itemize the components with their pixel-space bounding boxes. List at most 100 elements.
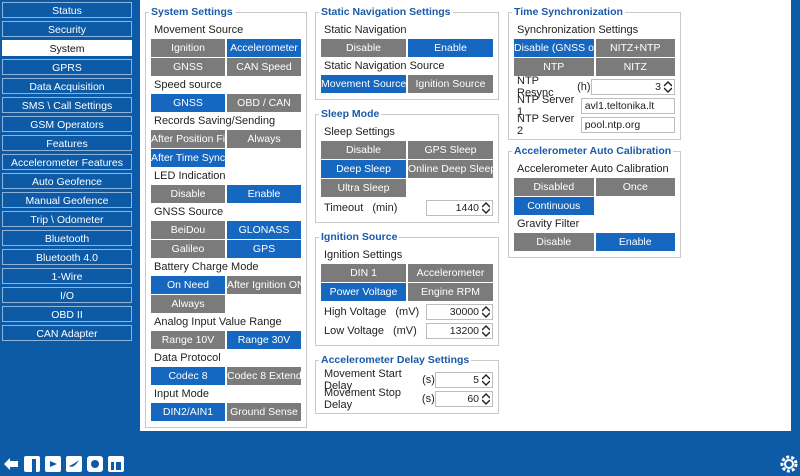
option-button[interactable]: Ultra Sleep (321, 179, 406, 197)
option-button[interactable]: Codec 8 Extended (227, 367, 301, 385)
input-box[interactable]: avl1.teltonika.lt (580, 97, 675, 114)
spin-up[interactable] (482, 392, 490, 398)
input-box[interactable]: 30000 (426, 303, 493, 320)
option-button[interactable]: Movement Source (321, 75, 406, 93)
option-button[interactable]: BeiDou (151, 221, 225, 239)
option-button[interactable]: Engine RPM (408, 283, 493, 301)
option-button[interactable]: Deep Sleep (321, 160, 406, 178)
option-button[interactable]: Disable (151, 185, 225, 203)
field-unit: (h) (577, 80, 591, 93)
option-button[interactable]: After Position Fix (151, 130, 225, 148)
field-row: NTP Resync (h) 3 (514, 75, 675, 99)
nav-item[interactable]: Manual Geofence (2, 192, 132, 208)
option-button[interactable]: DIN2/AIN1 (151, 403, 225, 421)
spin-down[interactable] (482, 331, 490, 337)
option-button[interactable]: Enable (408, 39, 493, 57)
nav-item[interactable]: Status (2, 2, 132, 18)
spinner[interactable] (482, 305, 490, 318)
input-box[interactable]: 5 (434, 371, 493, 388)
field-row: Movement Start Delay (s) 5 (321, 368, 493, 392)
spin-up[interactable] (482, 305, 490, 311)
option-button[interactable]: Enable (227, 185, 301, 203)
nav-item[interactable]: Security (2, 21, 132, 37)
button-row: Disable Enable (151, 185, 301, 204)
option-button[interactable]: Power Voltage (321, 283, 406, 301)
option-button[interactable]: Disable (514, 233, 594, 251)
input-box[interactable]: 60 (434, 390, 493, 407)
option-button[interactable]: Ground Sense (227, 403, 301, 421)
nav-item[interactable]: System (2, 40, 132, 56)
spin-down[interactable] (482, 208, 490, 214)
nav-item[interactable]: GSM Operators (2, 116, 132, 132)
option-button[interactable]: Once (595, 178, 675, 196)
spin-up[interactable] (664, 80, 672, 86)
spin-up[interactable] (482, 373, 490, 379)
option-button[interactable]: GNSS (151, 94, 225, 112)
option-button[interactable]: Ignition (151, 39, 225, 57)
nav-item[interactable]: Accelerometer Features (2, 154, 132, 170)
spinner[interactable] (482, 201, 490, 214)
input-box[interactable]: 3 (590, 78, 675, 95)
option-button[interactable]: Accelerometer (408, 264, 493, 282)
nav-item[interactable]: Bluetooth 4.0 (2, 249, 132, 265)
nav-item[interactable]: I/O (2, 287, 132, 303)
option-button[interactable]: Enable (595, 233, 675, 251)
spin-down[interactable] (664, 87, 672, 93)
option-button[interactable]: Disabled (514, 178, 594, 196)
option-button[interactable]: OBD / CAN (227, 94, 301, 112)
spinner[interactable] (482, 324, 490, 337)
nav-item[interactable]: CAN Adapter (2, 325, 132, 341)
option-button[interactable]: Galileo (151, 240, 225, 258)
option-button[interactable]: GPS (227, 240, 301, 258)
spin-down[interactable] (482, 399, 490, 405)
icon-detail (116, 462, 121, 470)
nav-item[interactable]: GPRS (2, 59, 132, 75)
option-button[interactable]: Always (227, 130, 301, 148)
nav-item[interactable]: Features (2, 135, 132, 151)
option-button[interactable]: GPS Sleep (408, 141, 493, 159)
option-button[interactable]: Ignition Source (408, 75, 493, 93)
nav-item[interactable]: 1-Wire (2, 268, 132, 284)
option-button[interactable]: NTP (514, 58, 594, 76)
spin-up[interactable] (482, 201, 490, 207)
option-button[interactable]: Disable (321, 39, 406, 57)
settings-icon[interactable] (780, 455, 798, 473)
nav-item[interactable]: SMS \ Call Settings (2, 97, 132, 113)
spin-up[interactable] (482, 324, 490, 330)
option-button[interactable]: GLONASS (227, 221, 301, 239)
nav-item[interactable]: Trip \ Odometer (2, 211, 132, 227)
spin-down[interactable] (482, 380, 490, 386)
nav-item[interactable]: Bluetooth (2, 230, 132, 246)
spinner[interactable] (664, 80, 672, 93)
bottom-bar (4, 455, 798, 473)
nav-item[interactable]: Auto Geofence (2, 173, 132, 189)
option-button[interactable]: On Need (151, 276, 225, 294)
button-row: Galileo GPS (151, 240, 301, 259)
spinner[interactable] (482, 392, 490, 405)
nav-item[interactable]: Data Acquisition (2, 78, 132, 94)
spinner[interactable] (482, 373, 490, 386)
option-button[interactable]: Range 30V (227, 331, 301, 349)
button-row: Disabled Once (514, 178, 675, 197)
option-button[interactable]: NITZ+NTP (595, 39, 675, 57)
option-button[interactable]: Online Deep Sleep (408, 160, 493, 178)
option-button[interactable]: After Time Sync (151, 149, 225, 167)
option-button[interactable]: Disable (321, 141, 406, 159)
option-button[interactable]: Disable (GNSS only) (514, 39, 594, 57)
option-button[interactable]: NITZ (595, 58, 675, 76)
option-button[interactable]: Always (151, 295, 225, 313)
option-button[interactable]: GNSS (151, 58, 225, 76)
option-button[interactable]: DIN 1 (321, 264, 406, 282)
input-box[interactable]: pool.ntp.org (580, 116, 675, 133)
nav-item[interactable]: OBD II (2, 306, 132, 322)
option-button[interactable]: CAN Speed (227, 58, 301, 76)
spin-down[interactable] (482, 312, 490, 318)
input-box[interactable]: 1440 (426, 199, 493, 216)
option-button[interactable]: Accelerometer (227, 39, 301, 57)
option-button[interactable]: Codec 8 (151, 367, 225, 385)
input-box[interactable]: 13200 (426, 322, 493, 339)
option-button[interactable]: Continuous (514, 197, 594, 215)
option-button[interactable]: After Ignition ON (227, 276, 301, 294)
option-button[interactable]: Range 10V (151, 331, 225, 349)
setting-label: Records Saving/Sending Without TS (154, 115, 276, 144)
